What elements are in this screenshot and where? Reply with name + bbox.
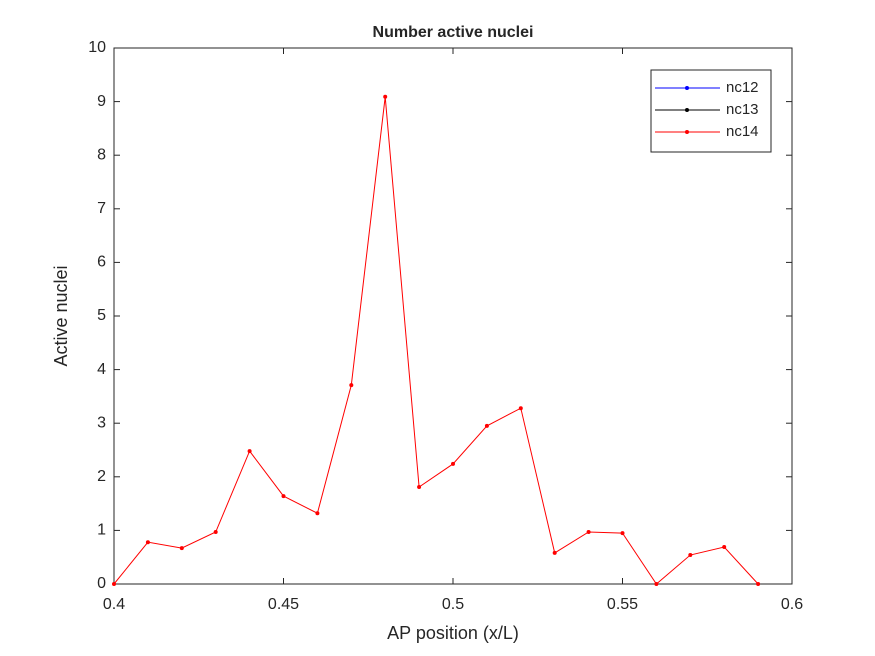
y-tick-label: 1	[97, 522, 106, 539]
data-point	[654, 582, 659, 586]
data-point	[484, 423, 489, 428]
data-point	[688, 553, 693, 558]
legend-box	[650, 69, 772, 153]
y-tick-label: 2	[97, 468, 106, 485]
legend-label: nc13	[726, 101, 759, 118]
data-point	[722, 545, 727, 550]
x-tick-label: 0.45	[268, 596, 299, 613]
data-point	[383, 94, 388, 99]
y-tick-label: 0	[97, 575, 106, 592]
data-point	[552, 550, 557, 555]
y-tick-label: 10	[88, 39, 106, 56]
data-point	[315, 511, 320, 516]
y-tick-label: 4	[97, 361, 106, 378]
y-axis-label: Active nuclei	[51, 265, 71, 366]
data-point	[756, 582, 761, 586]
data-point	[349, 383, 354, 388]
data-point	[112, 582, 116, 586]
y-tick-label: 8	[97, 146, 106, 163]
data-point	[417, 484, 422, 489]
legend-marker	[685, 86, 689, 90]
data-point	[281, 494, 286, 499]
chart-title: Number active nuclei	[373, 24, 534, 41]
y-tick-label: 6	[97, 254, 106, 271]
x-tick-label: 0.4	[103, 596, 125, 613]
y-tick-label: 9	[97, 93, 106, 110]
data-point	[586, 530, 591, 535]
y-tick-label: 5	[97, 307, 106, 324]
x-tick-label: 0.5	[442, 596, 464, 613]
data-point	[247, 449, 252, 454]
x-axis-label: AP position (x/L)	[387, 623, 519, 643]
x-tick-label: 0.55	[607, 596, 638, 613]
series-line	[113, 96, 759, 585]
x-tick-label: 0.6	[781, 596, 803, 613]
legend-marker	[685, 130, 689, 134]
data-point	[145, 540, 150, 545]
legend-label: nc14	[726, 123, 759, 140]
legend-marker	[685, 108, 689, 112]
data-point	[620, 531, 625, 536]
data-point	[179, 546, 184, 551]
data-point	[451, 461, 455, 466]
y-tick-label: 7	[97, 200, 106, 217]
legend-label: nc12	[726, 79, 759, 96]
y-tick-label: 3	[97, 414, 106, 431]
data-point	[518, 406, 523, 411]
data-point	[213, 530, 218, 535]
